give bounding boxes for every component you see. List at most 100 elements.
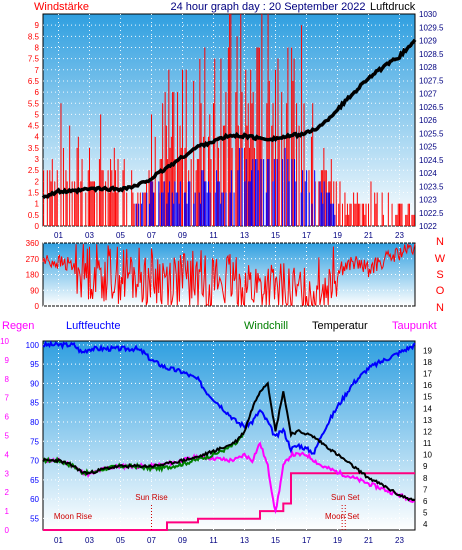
moon-rise-label: Moon Rise [54, 512, 93, 521]
temperature-tick-label: 16 [423, 381, 432, 390]
humidity-series-line [42, 340, 416, 455]
wind-tick-label: 0.5 [28, 211, 40, 220]
pressure-tick-label: 1025 [419, 143, 437, 152]
temperature-series-line [42, 381, 416, 502]
pressure-tick-label: 1027 [419, 90, 437, 99]
rain-tick-label: 2 [5, 488, 10, 497]
temperature-tick-label: 11 [423, 439, 432, 448]
wind-x-axis-ticks: 01 03 05 07 09 11 13 15 17 19 21 23 [54, 231, 404, 240]
climate-x-tick-label: 03 [85, 536, 94, 545]
climate-x-axis-ticks: 01 03 05 07 09 11 13 15 17 19 21 23 [54, 536, 404, 545]
temperature-tick-label: 8 [423, 474, 428, 483]
direction-tick-label: 270 [26, 255, 40, 264]
pressure-y-axis-ticks: 1022 1022.5 1023 1023.5 1024 1024.5 1025 1025.5… [419, 10, 444, 231]
wind-x-tick-label: 05 [116, 231, 125, 240]
legend-temperatur: Temperatur [312, 320, 368, 332]
pressure-axis-title: Luftdruck [370, 1, 416, 13]
direction-tick-label: 90 [30, 286, 39, 295]
wind-x-tick-label: 11 [209, 231, 218, 240]
climate-x-tick-label: 11 [209, 536, 218, 545]
temperature-tick-label: 12 [423, 427, 432, 436]
pressure-tick-label: 1024.5 [419, 156, 444, 165]
pressure-tick-label: 1030 [419, 10, 437, 19]
climate-x-tick-label: 09 [178, 536, 187, 545]
wind-axis-title: Windstärke [34, 1, 89, 13]
temperature-y-axis-ticks: 4 5 6 7 8 9 10 11 12 13 14 15 16 17 18 19 [423, 346, 432, 529]
wind-tick-label: 0 [35, 222, 40, 231]
wind-x-tick-label: 13 [240, 231, 249, 240]
compass-label: S [436, 269, 443, 281]
pressure-tick-label: 1029 [419, 37, 437, 46]
wind-calm-bars [135, 147, 336, 226]
compass-label: N [436, 302, 444, 314]
rain-tick-label: 6 [5, 413, 10, 422]
wind-x-tick-label: 15 [271, 231, 280, 240]
temperature-tick-label: 19 [423, 346, 432, 355]
rain-tick-label: 0 [5, 526, 10, 535]
legend-regen: Regen [2, 320, 34, 332]
wind-panel-background [42, 13, 416, 227]
pressure-tick-label: 1028 [419, 63, 437, 72]
climate-x-tick-label: 15 [271, 536, 280, 545]
rain-tick-label: 4 [5, 450, 10, 459]
climate-x-tick-label: 07 [147, 536, 156, 545]
wind-x-tick-label: 23 [395, 231, 404, 240]
climate-x-tick-label: 05 [116, 536, 125, 545]
pressure-series-line [41, 38, 417, 200]
wind-tick-label: 4 [35, 133, 40, 142]
pressure-tick-label: 1022 [419, 222, 437, 231]
rain-tick-label: 8 [5, 375, 10, 384]
climate-x-tick-label: 17 [302, 536, 311, 545]
wind-x-tick-label: 17 [302, 231, 311, 240]
direction-y-axis-ticks: 0 90 180 270 360 [26, 239, 40, 311]
wind-tick-label: 6.5 [28, 77, 40, 86]
humidity-tick-label: 85 [30, 399, 39, 408]
temperature-tick-label: 9 [423, 462, 428, 471]
rain-tick-label: 7 [5, 394, 10, 403]
humidity-tick-label: 75 [30, 437, 39, 446]
direction-tick-label: 360 [26, 239, 40, 248]
pressure-tick-label: 1029.5 [419, 23, 444, 32]
pressure-tick-label: 1027.5 [419, 76, 444, 85]
pressure-tick-label: 1024 [419, 169, 437, 178]
wind-x-tick-label: 07 [147, 231, 156, 240]
temperature-tick-label: 14 [423, 404, 432, 413]
compass-label: W [435, 253, 446, 265]
wind-x-tick-label: 03 [85, 231, 94, 240]
humidity-tick-label: 100 [26, 341, 40, 350]
chart-title: 24 hour graph day : 20 September 2022 [170, 1, 365, 13]
humidity-tick-label: 80 [30, 418, 39, 427]
temperature-tick-label: 17 [423, 369, 432, 378]
wind-tick-label: 6 [35, 88, 40, 97]
compass-label: O [436, 285, 445, 297]
rain-tick-label: 5 [5, 432, 10, 441]
wind-x-tick-label: 21 [364, 231, 373, 240]
wind-tick-label: 5 [35, 110, 40, 119]
legend-taupunkt: Taupunkt [392, 320, 437, 332]
pressure-tick-label: 1023 [419, 196, 437, 205]
direction-tick-label: 180 [26, 271, 40, 280]
rain-tick-label: 1 [5, 507, 10, 516]
pressure-tick-label: 1026.5 [419, 103, 444, 112]
climate-x-tick-label: 19 [333, 536, 342, 545]
rain-series-line [43, 472, 415, 531]
wind-tick-label: 3.5 [28, 144, 40, 153]
rain-tick-label: 10 [0, 337, 9, 346]
legend-windchill: Windchill [244, 320, 288, 332]
astro-annotations: Moon Rise Sun Rise Moon Set Sun Set [54, 493, 360, 530]
climate-x-tick-label: 23 [395, 536, 404, 545]
temperature-tick-label: 5 [423, 509, 428, 518]
compass-label: N [436, 236, 444, 248]
pressure-tick-label: 1028.5 [419, 50, 444, 59]
sun-rise-label: Sun Rise [135, 493, 168, 502]
direction-series-line [42, 243, 416, 307]
sun-set-label: Sun Set [331, 493, 360, 502]
pressure-tick-label: 1022.5 [419, 209, 444, 218]
humidity-y-axis-ticks: 55 60 65 70 75 80 85 90 95 100 [26, 341, 40, 524]
pressure-tick-label: 1023.5 [419, 182, 444, 191]
legend-luftfeuchte: Luftfeuchte [66, 320, 120, 332]
climate-x-tick-label: 21 [364, 536, 373, 545]
temperature-tick-label: 15 [423, 393, 432, 402]
